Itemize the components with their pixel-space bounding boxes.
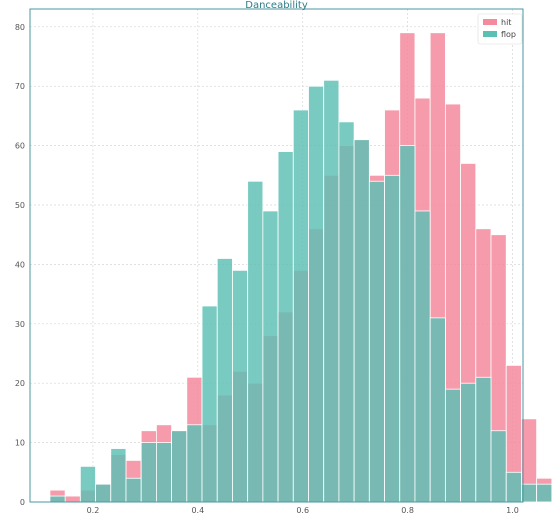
flop-bar <box>475 376 492 503</box>
y-tick-label: 30 <box>15 320 25 329</box>
y-tick-label: 50 <box>15 201 25 210</box>
plot-frame <box>29 8 524 503</box>
flop-bar <box>323 79 340 503</box>
x-tick-label: 0.8 <box>401 506 414 515</box>
legend-swatch-hit <box>483 19 497 25</box>
flop-bar <box>95 483 112 503</box>
y-tick-label: 20 <box>15 379 25 388</box>
flop-bar <box>49 495 66 503</box>
bars <box>49 32 553 503</box>
flop-bar <box>125 477 142 503</box>
y-tick-label: 80 <box>15 23 25 32</box>
legend: hit flop <box>477 13 523 45</box>
x-axis-ticks: 0.2 0.4 0.6 0.8 1.0 <box>87 506 519 515</box>
flop-bar <box>79 465 96 503</box>
flop-bar <box>414 210 431 503</box>
hit-bar <box>64 495 81 503</box>
flop-bar <box>277 151 294 503</box>
y-tick-label: 40 <box>15 260 25 269</box>
flop-bar <box>460 382 477 503</box>
x-tick-label: 0.4 <box>191 506 204 515</box>
flop-bar <box>201 305 218 503</box>
flop-bar <box>155 442 173 503</box>
y-tick-label: 0 <box>20 498 25 507</box>
flop-bar <box>171 430 188 503</box>
flop-bar <box>186 424 203 503</box>
flop-bar <box>338 121 355 503</box>
flop-bar <box>110 448 127 503</box>
flop-bar <box>140 442 157 503</box>
x-tick-label: 0.6 <box>296 506 309 515</box>
flop-bar <box>536 483 553 503</box>
legend-label-flop: flop <box>501 30 516 39</box>
flop-bar <box>216 258 233 503</box>
x-tick-label: 0.2 <box>87 506 100 515</box>
flop-bar <box>308 85 325 503</box>
y-tick-label: 60 <box>15 142 25 151</box>
x-tick-label: 1.0 <box>506 506 519 515</box>
flop-bar <box>292 109 309 503</box>
legend-swatch-flop <box>483 31 497 37</box>
flop-bar <box>444 388 461 503</box>
flop-bar <box>262 210 279 503</box>
flop-bar <box>353 139 370 503</box>
y-axis-ticks: 0 10 20 30 40 50 60 70 80 <box>15 23 25 507</box>
y-tick-label: 70 <box>15 82 25 91</box>
flop-bar <box>384 174 401 503</box>
y-tick-label: 10 <box>15 439 25 448</box>
flop-bar <box>490 430 507 503</box>
flop-bar <box>247 180 264 503</box>
chart-title: Danceability <box>245 0 308 11</box>
legend-box <box>477 13 523 45</box>
legend-label-hit: hit <box>501 18 511 27</box>
flop-bar <box>368 180 385 503</box>
flop-bar <box>505 471 522 503</box>
flop-bar <box>232 269 249 503</box>
flop-bar <box>429 317 446 503</box>
flop-bar <box>399 145 416 503</box>
flop-bar <box>521 483 538 503</box>
